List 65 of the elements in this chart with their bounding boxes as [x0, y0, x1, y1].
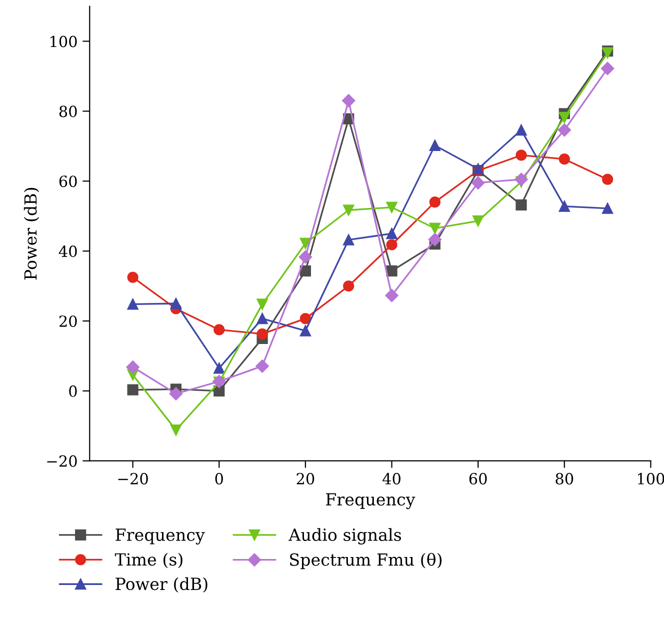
- point: [300, 265, 311, 277]
- point: [386, 202, 398, 213]
- point: [127, 384, 138, 396]
- x-tick-label: 100: [638, 472, 664, 484]
- y-tick-label: −20: [47, 455, 77, 467]
- point: [300, 312, 311, 324]
- y-tick-label: 60: [59, 176, 77, 188]
- point: [516, 150, 527, 161]
- y-tick-label: 0: [69, 385, 77, 397]
- point: [558, 112, 570, 124]
- point: [472, 215, 484, 227]
- point: [214, 362, 225, 374]
- point: [386, 239, 398, 250]
- legend-label: Time (s): [114, 552, 182, 568]
- x-tick-label: 80: [556, 472, 574, 484]
- point: [170, 424, 182, 436]
- legend-label: Audio signals: [288, 528, 401, 544]
- point: [343, 204, 354, 216]
- y-tick-label: 20: [59, 315, 77, 327]
- x-tick-label: 20: [296, 472, 314, 484]
- point: [386, 228, 398, 240]
- point: [214, 324, 225, 336]
- point: [602, 202, 614, 214]
- legend-label: Spectrum Fmu (θ): [290, 552, 442, 570]
- point: [126, 360, 140, 374]
- point: [127, 298, 138, 310]
- point: [558, 154, 570, 165]
- point: [256, 298, 268, 310]
- point: [516, 124, 527, 136]
- point: [429, 140, 440, 151]
- point: [514, 172, 528, 186]
- point: [558, 200, 570, 212]
- legend-label: Frequency: [116, 528, 205, 544]
- point: [342, 94, 356, 108]
- x-tick-label: −20: [118, 472, 148, 484]
- point: [602, 174, 614, 185]
- y-tick-label: 80: [59, 106, 77, 118]
- y-axis-title: Power (dB): [24, 188, 40, 280]
- point: [600, 62, 614, 76]
- point: [256, 328, 268, 340]
- point: [429, 222, 440, 234]
- x-tick-label: 40: [382, 472, 400, 484]
- point: [343, 280, 354, 292]
- point: [300, 238, 311, 249]
- point: [170, 298, 182, 310]
- point: [300, 325, 311, 336]
- point: [471, 176, 485, 190]
- point: [256, 312, 268, 324]
- y-tick-label: 40: [58, 246, 77, 258]
- point: [385, 288, 398, 302]
- point: [428, 232, 442, 246]
- point: [298, 250, 312, 264]
- x-tick-label: 60: [469, 472, 487, 484]
- x-tick-label: 0: [215, 472, 223, 484]
- point: [127, 272, 138, 283]
- point: [429, 196, 440, 208]
- point: [386, 265, 398, 277]
- x-axis-title: Frequency: [326, 493, 416, 510]
- point: [516, 199, 527, 210]
- point: [343, 234, 354, 246]
- point: [256, 359, 269, 373]
- legend-label: Power (dB): [116, 577, 208, 593]
- point: [558, 123, 571, 137]
- point: [169, 387, 183, 400]
- y-tick-label: 100: [50, 36, 77, 48]
